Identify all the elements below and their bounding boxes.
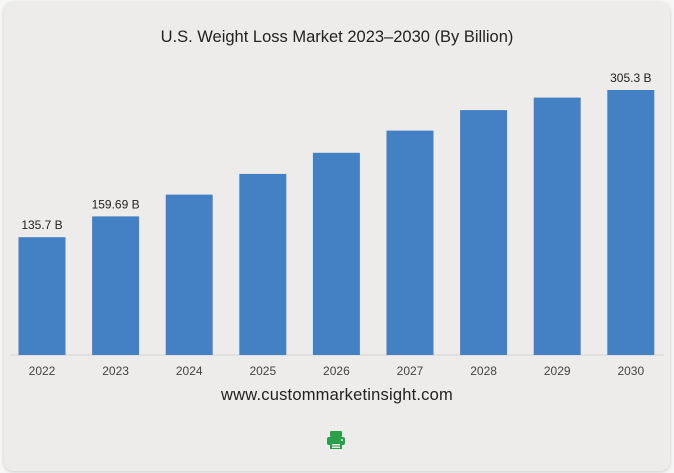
bar-2023[interactable]	[92, 216, 140, 355]
bar-2029[interactable]	[533, 97, 581, 355]
bar-2025[interactable]	[239, 173, 287, 355]
bar-2024[interactable]	[165, 194, 213, 355]
bar-2028[interactable]	[460, 110, 508, 355]
x-tick-label: 2022	[29, 364, 56, 378]
x-tick-label: 2028	[470, 364, 497, 378]
x-tick-label: 2023	[102, 364, 129, 378]
x-tick-label: 2027	[397, 364, 424, 378]
x-tick-label: 2026	[323, 364, 350, 378]
bar-2027[interactable]	[386, 130, 434, 355]
data-label: 135.7 B	[21, 218, 62, 232]
bar-chart: 2022 135.7 B 2023 159.69 B 2024 2025 2026 2027 2…	[10, 71, 664, 378]
chart-title: U.S. Weight Loss Market 2023–2030 (By Bi…	[160, 28, 514, 46]
data-label: 305.3 B	[610, 71, 651, 85]
x-tick-label: 2025	[249, 364, 276, 378]
source-url: www.custommarketinsight.com	[221, 386, 453, 404]
bar-2030[interactable]	[607, 90, 655, 355]
data-label: 159.69 B	[92, 197, 140, 211]
x-tick-label: 2030	[617, 364, 644, 378]
print-button[interactable]	[325, 429, 347, 451]
bar-2022[interactable]	[18, 237, 66, 355]
x-tick-label: 2024	[176, 364, 203, 378]
bar-2026[interactable]	[312, 152, 360, 355]
printer-icon	[327, 431, 345, 449]
x-tick-label: 2029	[544, 364, 571, 378]
